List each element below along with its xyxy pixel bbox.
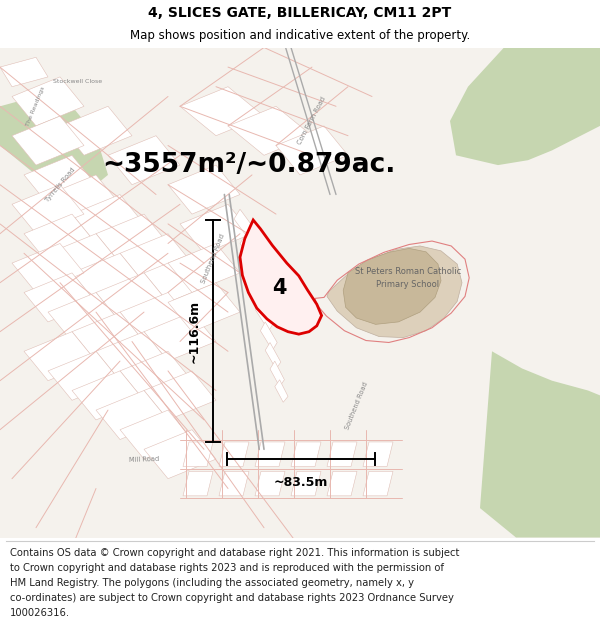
Polygon shape xyxy=(96,391,168,439)
Polygon shape xyxy=(48,292,120,341)
Polygon shape xyxy=(144,371,216,420)
Text: 4, SLICES GATE, BILLERICAY, CM11 2PT: 4, SLICES GATE, BILLERICAY, CM11 2PT xyxy=(148,6,452,20)
Polygon shape xyxy=(144,312,216,361)
Polygon shape xyxy=(24,273,96,322)
Polygon shape xyxy=(234,209,258,244)
Polygon shape xyxy=(240,220,322,334)
Polygon shape xyxy=(120,292,192,341)
Polygon shape xyxy=(12,77,84,126)
Polygon shape xyxy=(108,136,180,185)
Polygon shape xyxy=(183,471,213,496)
Polygon shape xyxy=(291,442,321,466)
Polygon shape xyxy=(251,280,270,310)
Polygon shape xyxy=(72,312,144,361)
Polygon shape xyxy=(24,332,96,381)
Text: Stockwell Close: Stockwell Close xyxy=(53,79,103,84)
Polygon shape xyxy=(168,282,240,332)
Polygon shape xyxy=(96,214,168,263)
Polygon shape xyxy=(48,351,120,400)
Polygon shape xyxy=(60,106,132,155)
Polygon shape xyxy=(327,471,357,496)
Polygon shape xyxy=(480,351,600,538)
Text: 4: 4 xyxy=(272,278,286,298)
Text: Tyrrells Road: Tyrrells Road xyxy=(44,166,76,203)
Polygon shape xyxy=(363,471,393,496)
Polygon shape xyxy=(246,258,266,289)
Polygon shape xyxy=(120,234,192,282)
Text: Contains OS data © Crown copyright and database right 2021. This information is : Contains OS data © Crown copyright and d… xyxy=(10,549,459,559)
Text: Map shows position and indicative extent of the property.: Map shows position and indicative extent… xyxy=(130,29,470,42)
Polygon shape xyxy=(275,380,288,402)
Polygon shape xyxy=(24,214,96,263)
Text: HM Land Registry. The polygons (including the associated geometry, namely x, y: HM Land Registry. The polygons (includin… xyxy=(10,578,413,588)
Polygon shape xyxy=(0,96,108,194)
Polygon shape xyxy=(120,351,192,400)
Polygon shape xyxy=(260,322,277,351)
Polygon shape xyxy=(270,361,284,387)
Polygon shape xyxy=(219,471,249,496)
Polygon shape xyxy=(450,48,600,165)
Polygon shape xyxy=(12,185,84,234)
Polygon shape xyxy=(255,442,285,466)
Text: to Crown copyright and database rights 2023 and is reproduced with the permissio: to Crown copyright and database rights 2… xyxy=(10,563,443,573)
Polygon shape xyxy=(48,234,120,282)
Polygon shape xyxy=(219,442,249,466)
Polygon shape xyxy=(168,165,240,214)
Text: co-ordinates) are subject to Crown copyright and database rights 2023 Ordnance S: co-ordinates) are subject to Crown copyr… xyxy=(10,593,454,603)
Polygon shape xyxy=(72,194,144,244)
Text: ~83.5m: ~83.5m xyxy=(274,476,328,489)
Polygon shape xyxy=(144,430,216,479)
Polygon shape xyxy=(0,58,48,87)
Polygon shape xyxy=(276,126,348,175)
Polygon shape xyxy=(240,234,263,267)
Polygon shape xyxy=(180,204,252,253)
Polygon shape xyxy=(12,244,84,292)
Text: 100026316.: 100026316. xyxy=(10,608,70,618)
Polygon shape xyxy=(168,244,240,292)
Polygon shape xyxy=(327,442,357,466)
Text: The Readings: The Readings xyxy=(26,86,46,127)
Polygon shape xyxy=(183,442,213,466)
Polygon shape xyxy=(255,471,285,496)
Polygon shape xyxy=(291,471,321,496)
Polygon shape xyxy=(72,253,144,302)
Polygon shape xyxy=(120,410,192,459)
Polygon shape xyxy=(144,253,216,302)
Polygon shape xyxy=(363,442,393,466)
Text: St Peters Roman Catholic
Primary School: St Peters Roman Catholic Primary School xyxy=(355,267,461,289)
Text: Mill Road: Mill Road xyxy=(129,456,159,462)
Text: Southend Road: Southend Road xyxy=(344,381,370,430)
Polygon shape xyxy=(327,246,462,338)
Polygon shape xyxy=(343,248,441,324)
Text: ~116.6m: ~116.6m xyxy=(187,299,200,362)
Text: Corn Farm Road: Corn Farm Road xyxy=(297,96,327,146)
Polygon shape xyxy=(48,175,120,224)
Polygon shape xyxy=(72,371,144,420)
Polygon shape xyxy=(96,273,168,322)
Polygon shape xyxy=(96,332,168,381)
Text: ~3557m²/~0.879ac.: ~3557m²/~0.879ac. xyxy=(103,152,395,178)
Text: Southend Road: Southend Road xyxy=(200,232,226,284)
Polygon shape xyxy=(12,116,84,165)
Polygon shape xyxy=(180,87,264,136)
Polygon shape xyxy=(256,301,274,331)
Polygon shape xyxy=(228,106,312,155)
Polygon shape xyxy=(24,155,96,204)
Polygon shape xyxy=(265,342,281,369)
